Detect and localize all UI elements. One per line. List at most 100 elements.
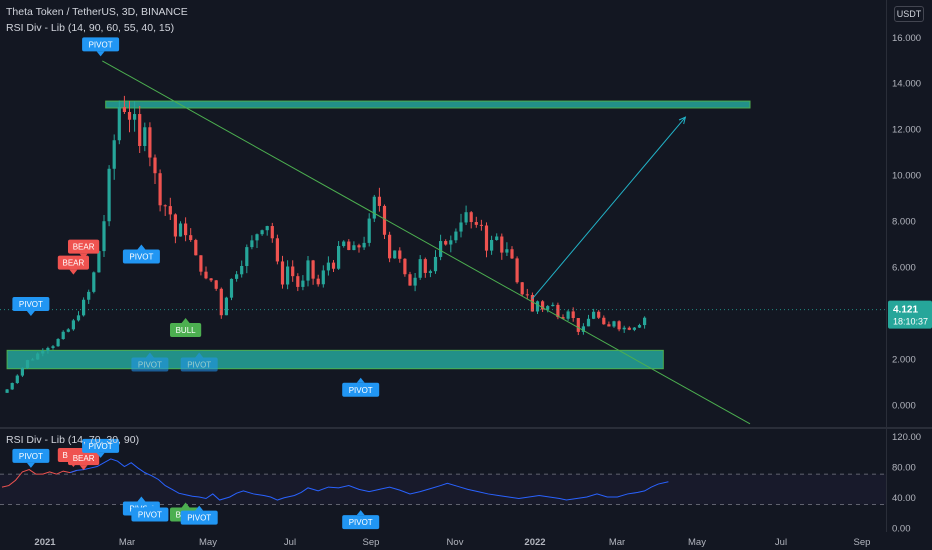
candle-body bbox=[474, 222, 478, 225]
marker-box bbox=[12, 448, 50, 463]
time-tick: Mar bbox=[609, 537, 625, 548]
rsi-bear-label: BEAR bbox=[68, 451, 100, 471]
candle-body bbox=[46, 347, 50, 351]
candle-body bbox=[87, 291, 91, 300]
lines-layer bbox=[0, 60, 886, 425]
marker-text: PIVOT bbox=[349, 386, 373, 395]
candle-body bbox=[347, 241, 351, 251]
candle-body bbox=[148, 127, 152, 158]
candle-body bbox=[592, 311, 596, 319]
marker-pointer bbox=[195, 505, 204, 511]
price-axis[interactable]: 16.00014.00012.00010.0008.0006.0004.0002… bbox=[888, 33, 932, 535]
candle-body bbox=[479, 224, 483, 226]
candle-body bbox=[423, 259, 427, 273]
marker-text: BEAR bbox=[73, 454, 95, 463]
candle-body bbox=[51, 346, 55, 348]
candle-body bbox=[571, 311, 575, 319]
candle-body bbox=[352, 245, 356, 251]
candle-body bbox=[581, 326, 585, 332]
candle-body bbox=[454, 231, 458, 241]
candle-body bbox=[41, 350, 45, 354]
marker-pointer bbox=[145, 352, 154, 358]
price-tick: 12.000 bbox=[892, 125, 921, 136]
candle-body bbox=[500, 236, 504, 253]
candles-layer bbox=[5, 95, 647, 393]
candle-body bbox=[82, 299, 86, 316]
last-price-badge bbox=[888, 300, 932, 329]
candle-body bbox=[337, 246, 341, 269]
zone-support bbox=[6, 349, 664, 370]
candle-body bbox=[10, 383, 14, 390]
candle-body bbox=[627, 327, 631, 330]
marker-box bbox=[131, 507, 169, 522]
candle-body bbox=[372, 196, 376, 219]
candle-body bbox=[143, 127, 147, 146]
marker-text: BEAR bbox=[73, 243, 95, 252]
marker-box bbox=[122, 249, 160, 264]
time-axis[interactable]: 2021 Mar May Jul Sep Nov 2022 Mar May Jul Sep bbox=[34, 537, 870, 548]
marker-box bbox=[82, 37, 120, 52]
candle-body bbox=[61, 331, 65, 340]
rsi-pivot-label: PIVOT bbox=[131, 502, 169, 522]
candle-body bbox=[566, 311, 570, 319]
rsi-pane[interactable]: PIVOTBEARBEARPIVOTPIVOTPIVOTBULLPIVOTPIV… bbox=[0, 438, 886, 530]
marker-text: BEAR bbox=[63, 259, 85, 268]
candle-body bbox=[107, 168, 111, 222]
marker-pointer bbox=[79, 465, 88, 471]
candle-body bbox=[245, 247, 249, 266]
candle-body bbox=[291, 266, 295, 277]
candle-body bbox=[209, 278, 213, 281]
countdown-timer: 18:10:37 bbox=[893, 317, 928, 327]
candle-body bbox=[321, 270, 325, 285]
candle-body bbox=[250, 240, 254, 248]
candle-body bbox=[622, 327, 626, 330]
zones-layer bbox=[0, 0, 932, 532]
rsi-line bbox=[69, 458, 669, 501]
rsi-band bbox=[0, 474, 886, 505]
candle-body bbox=[393, 250, 397, 259]
candle-body bbox=[576, 318, 580, 332]
candle-body bbox=[449, 240, 453, 245]
candle-body bbox=[535, 301, 540, 312]
candle-body bbox=[408, 274, 412, 286]
candle-body bbox=[617, 321, 621, 330]
candle-body bbox=[377, 196, 381, 206]
candle-body bbox=[194, 240, 198, 256]
candle-body bbox=[367, 218, 371, 243]
price-tick: 8.000 bbox=[892, 217, 916, 228]
price-tick: 10.000 bbox=[892, 171, 921, 182]
marker-text: BULL bbox=[176, 326, 197, 335]
candle-body bbox=[138, 114, 142, 146]
marker-text: PIVOT bbox=[138, 511, 162, 520]
marker-box bbox=[12, 297, 50, 312]
marker-text: PIVOT bbox=[349, 518, 373, 527]
candle-body bbox=[541, 301, 545, 310]
candle-body bbox=[153, 157, 157, 174]
pivot-label: PIVOT bbox=[82, 37, 120, 57]
candle-body bbox=[495, 236, 499, 240]
candle-body bbox=[20, 367, 24, 376]
candle-body bbox=[5, 389, 9, 393]
marker-pointer bbox=[96, 452, 105, 458]
candle-body bbox=[520, 282, 524, 295]
marker-text: PIVOT bbox=[89, 40, 113, 49]
candle-body bbox=[255, 234, 259, 241]
rsi-pivot-label: PIVOT bbox=[82, 438, 120, 458]
candle-body bbox=[102, 221, 106, 252]
candle-body bbox=[31, 359, 35, 361]
marker-box bbox=[82, 438, 120, 453]
pivot-label: PIVOT bbox=[122, 244, 160, 264]
candle-body bbox=[214, 280, 218, 289]
last-price-value: 4.121 bbox=[893, 305, 918, 316]
time-tick: May bbox=[199, 537, 217, 548]
rsi-tick: 80.00 bbox=[892, 463, 916, 474]
currency-badge[interactable]: USDT bbox=[894, 6, 924, 22]
time-tick: May bbox=[688, 537, 706, 548]
candle-body bbox=[398, 250, 402, 259]
rsi-line-overbought bbox=[1, 469, 77, 488]
pivot-label: PIVOT bbox=[12, 297, 50, 317]
candle-body bbox=[229, 278, 234, 298]
marker-box bbox=[342, 515, 380, 530]
marker-pointer bbox=[356, 377, 365, 383]
